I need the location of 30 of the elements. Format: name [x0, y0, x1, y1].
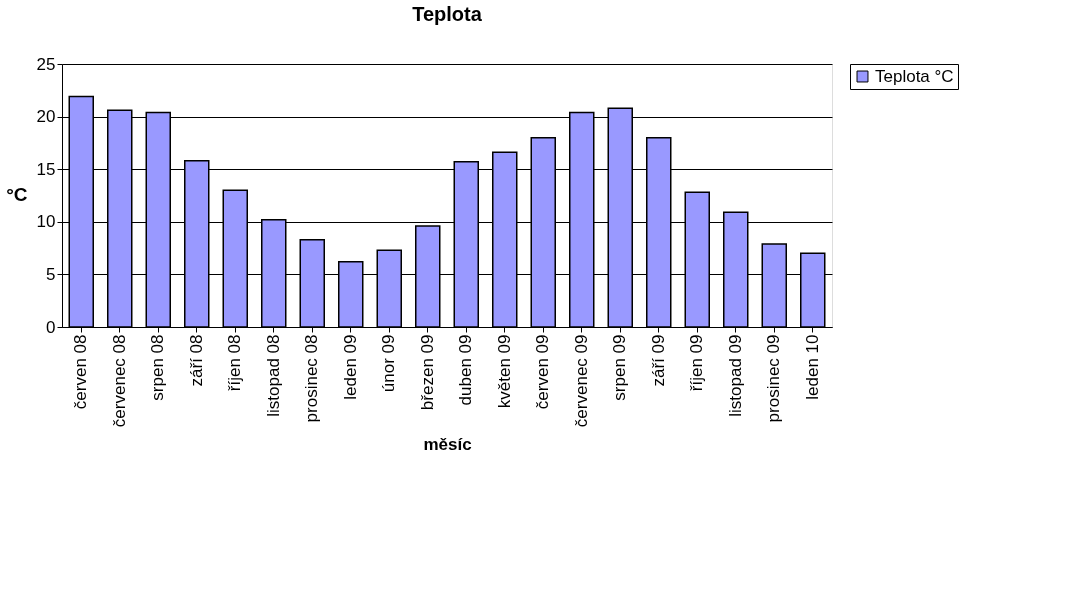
- y-tick-label: 20: [36, 107, 56, 127]
- x-tick-label: duben 09: [456, 334, 476, 406]
- x-tick-label: leden 10: [802, 334, 822, 400]
- x-tick-label: listopad 09: [725, 334, 745, 417]
- y-tick-label: 25: [36, 54, 56, 74]
- x-tick-label: prosinec 08: [302, 334, 322, 423]
- x-tick-label: květen 09: [494, 334, 514, 409]
- x-tick-label: červen 08: [71, 334, 91, 410]
- x-tick-label: srpen 09: [610, 334, 630, 401]
- y-tick-label: 15: [36, 159, 56, 179]
- x-axis-title: měsíc: [423, 435, 472, 455]
- x-tick-label: srpen 08: [148, 334, 168, 401]
- x-tick-label: červenec 08: [109, 334, 129, 428]
- x-tick-label: červenec 09: [571, 334, 591, 428]
- x-tick-label: leden 09: [340, 334, 360, 400]
- y-axis-title: °C: [6, 183, 28, 205]
- y-tick-label: 0: [46, 317, 56, 337]
- x-tick-label: září 08: [186, 334, 206, 387]
- x-tick-label: listopad 08: [263, 334, 283, 417]
- chart-title: Teplota: [412, 3, 483, 25]
- x-tick-label: září 09: [648, 334, 668, 387]
- x-tick-label: prosinec 09: [764, 334, 784, 423]
- x-tick-label: únor 09: [379, 334, 399, 393]
- x-tick-label: červen 09: [533, 334, 553, 410]
- x-tick-label: říjen 09: [687, 334, 707, 392]
- x-tick-label: březen 09: [417, 334, 437, 411]
- legend-label: Teplota °C: [875, 66, 954, 86]
- y-tick-label: 10: [36, 212, 56, 232]
- x-tick-label: říjen 08: [225, 334, 245, 392]
- y-tick-label: 5: [46, 264, 56, 284]
